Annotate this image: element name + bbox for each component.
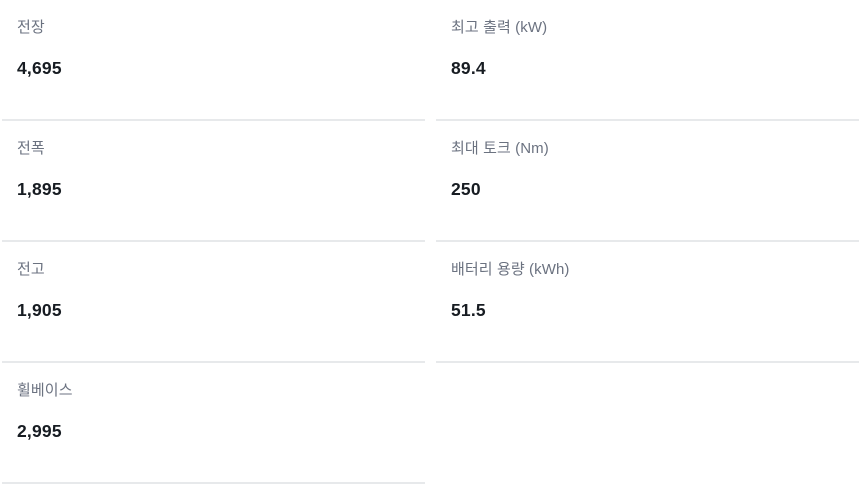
spec-item-max-power: 최고 출력 (kW) 89.4 [436, 0, 859, 121]
spec-item-length: 전장 4,695 [2, 0, 425, 121]
spec-label: 전장 [17, 19, 45, 36]
spec-column-left: 전장 4,695 전폭 1,895 전고 1,905 휠베이스 2,995 [2, 0, 425, 484]
spec-value: 250 [451, 179, 481, 199]
spec-label: 전폭 [17, 140, 45, 157]
spec-label: 전고 [17, 261, 45, 278]
spec-value: 51.5 [451, 300, 486, 320]
spec-label: 최고 출력 (kW) [451, 19, 548, 36]
spec-value: 1,905 [17, 300, 62, 320]
spec-label: 휠베이스 [17, 382, 73, 399]
spec-item-empty [436, 363, 859, 484]
spec-item-max-torque: 최대 토크 (Nm) 250 [436, 121, 859, 242]
spec-value: 89.4 [451, 58, 486, 78]
spec-value: 1,895 [17, 179, 62, 199]
spec-value: 2,995 [17, 421, 62, 441]
spec-label: 최대 토크 (Nm) [451, 140, 549, 157]
spec-item-width: 전폭 1,895 [2, 121, 425, 242]
spec-item-height: 전고 1,905 [2, 242, 425, 363]
spec-item-battery-capacity: 배터리 용량 (kWh) 51.5 [436, 242, 859, 363]
spec-item-wheelbase: 휠베이스 2,995 [2, 363, 425, 484]
spec-label: 배터리 용량 (kWh) [451, 261, 570, 278]
spec-column-right: 최고 출력 (kW) 89.4 최대 토크 (Nm) 250 배터리 용량 (k… [436, 0, 859, 484]
spec-value: 4,695 [17, 58, 62, 78]
